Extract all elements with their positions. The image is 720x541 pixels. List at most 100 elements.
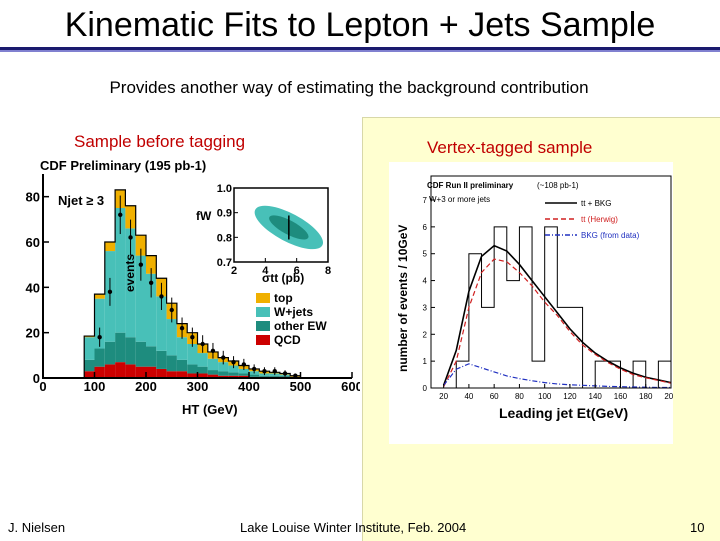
ht-bar-w-jets [197, 353, 208, 367]
ht-x-label: HT (GeV) [182, 402, 238, 417]
inset-x-label: σtt (pb) [262, 271, 304, 285]
ht-legend-swatch [256, 335, 270, 345]
ht-data-point [159, 294, 164, 299]
inset-y-label: fW [196, 209, 212, 223]
footer-page-number: 10 [690, 520, 705, 535]
ht-bar-other-ew [104, 341, 116, 365]
ht-y-tick-label: 40 [26, 280, 40, 295]
ht-bar-qcd [238, 375, 249, 378]
et-axes [430, 175, 672, 389]
ht-bar-w-jets [166, 319, 177, 356]
ht-legend-swatch [256, 293, 270, 303]
ht-bar-qcd [218, 375, 229, 378]
et-data-histogram [443, 226, 672, 389]
et-y-tick-label: 0 [423, 384, 428, 393]
et-x-tick-label: 160 [614, 392, 628, 401]
slide-title: Kinematic Fits to Lepton + Jets Sample [64, 6, 656, 44]
footer-conference: Lake Louise Winter Institute, Feb. 2004 [240, 520, 467, 535]
ht-data-point [251, 366, 257, 372]
ht-data-points [97, 195, 298, 378]
et-legend-label: tt (Herwig) [581, 215, 618, 224]
ht-bar-top [135, 235, 146, 256]
ht-bar-w-jets [218, 362, 229, 372]
footer-author: J. Nielsen [8, 520, 66, 535]
ht-bar-w-jets [156, 296, 167, 351]
et-x-tick-label: 20 [439, 392, 448, 401]
inset-y-tick-label: 0.7 [217, 257, 232, 269]
inset-y-tick-label: 0.9 [217, 208, 232, 220]
et-ticks: 20 40 60 80 100 120 140 160 180 200 0 1 2 3 4 5 6 7 [423, 196, 673, 401]
et-axis-frame [430, 175, 672, 389]
et-data-histogram-outline [443, 226, 672, 389]
et-curve-tt-herwig- [443, 258, 672, 387]
ht-bar-w-jets [146, 273, 157, 347]
ht-bar-w-jets [238, 368, 249, 374]
ht-bar-w-jets [176, 337, 188, 360]
ht-y-tick-label: 80 [26, 190, 40, 205]
jet-et-histogram: 20 40 60 80 100 120 140 160 180 200 0 1 2 3 4 5 6 7 CDF R… [389, 162, 673, 444]
ht-bar-other-ew [207, 370, 219, 375]
ht-bar-other-ew [228, 372, 239, 376]
ht-bar-w-jets [84, 337, 95, 360]
ht-y-tick-label: 60 [26, 235, 40, 250]
et-y-tick-label: 3 [423, 303, 428, 312]
slide-subtitle: Provides another way of estimating the b… [109, 78, 589, 97]
ht-data-point [190, 335, 195, 340]
ht-njet-annotation: Njet ≥ 3 [58, 193, 104, 208]
ht-ticks: 0 100 200 300 400 500 600 0 20 40 60 80 [26, 190, 360, 394]
et-x-tick-label: 60 [490, 392, 499, 401]
ht-bar-w-jets [94, 298, 105, 349]
ht-bar-qcd [166, 371, 177, 378]
ht-bar-top [104, 242, 116, 252]
ht-bar-qcd [156, 368, 167, 378]
inset-x-tick-label: 4 [262, 265, 269, 277]
ht-bar-other-ew [249, 374, 260, 377]
ht-bar-other-ew [187, 364, 198, 374]
ht-data-point [148, 280, 154, 285]
et-y-tick-label: 1 [423, 357, 428, 366]
et-y-tick-label: 5 [423, 250, 428, 259]
et-y-tick-label: 6 [423, 223, 428, 232]
inset-y-tick-label: 0.8 [217, 232, 232, 244]
ht-inset-contour: 2 4 6 8 0.7 0.8 0.9 1.0 fW σtt (pb) [196, 183, 331, 285]
title-rule [0, 47, 720, 50]
ht-bar-w-jets [207, 358, 219, 371]
inset-x-tick-label: 6 [294, 265, 300, 277]
ht-data-point [272, 369, 277, 374]
ht-bar-qcd [207, 374, 219, 378]
et-legend: tt + BKG tt (Herwig) BKG (from data) [545, 199, 640, 240]
ht-data-point [231, 359, 236, 365]
ht-bar-other-ew [135, 341, 146, 367]
ht-bar-other-ew [197, 366, 208, 374]
ht-data-point [118, 212, 123, 217]
ht-data-point [169, 307, 174, 313]
ht-x-tick-label: 100 [84, 379, 106, 394]
et-x-tick-label: 100 [538, 392, 552, 401]
ht-legend-label: top [274, 291, 293, 305]
et-y-label: number of events / 10GeV [396, 225, 410, 372]
ht-bar-qcd [84, 371, 95, 378]
et-chart-title: CDF Run II preliminary [427, 181, 514, 190]
ht-bar-qcd [228, 375, 239, 378]
ht-bar-other-ew [84, 359, 95, 372]
ht-x-tick-label: 0 [39, 379, 46, 394]
et-legend-label: tt + BKG [581, 199, 611, 208]
et-curves [442, 244, 672, 389]
et-x-tick-label: 40 [464, 392, 473, 401]
ht-legend-label: QCD [274, 333, 301, 347]
ht-bar-qcd [146, 366, 157, 378]
ht-bar-qcd [125, 364, 136, 378]
ht-bar-other-ew [94, 348, 105, 367]
ht-data-point [107, 289, 113, 295]
ht-bar-w-jets [125, 228, 136, 338]
ht-bar-other-ew [269, 375, 280, 377]
ht-data-point [262, 369, 267, 374]
ht-data-point [179, 325, 185, 331]
et-x-tick-label: 80 [515, 392, 524, 401]
jet-et-plot-background [389, 162, 673, 444]
ht-data-point [138, 262, 144, 267]
inset-x-tick-label: 2 [231, 265, 237, 277]
ht-y-tick-label: 0 [33, 371, 40, 386]
ht-bar-top [125, 205, 136, 229]
